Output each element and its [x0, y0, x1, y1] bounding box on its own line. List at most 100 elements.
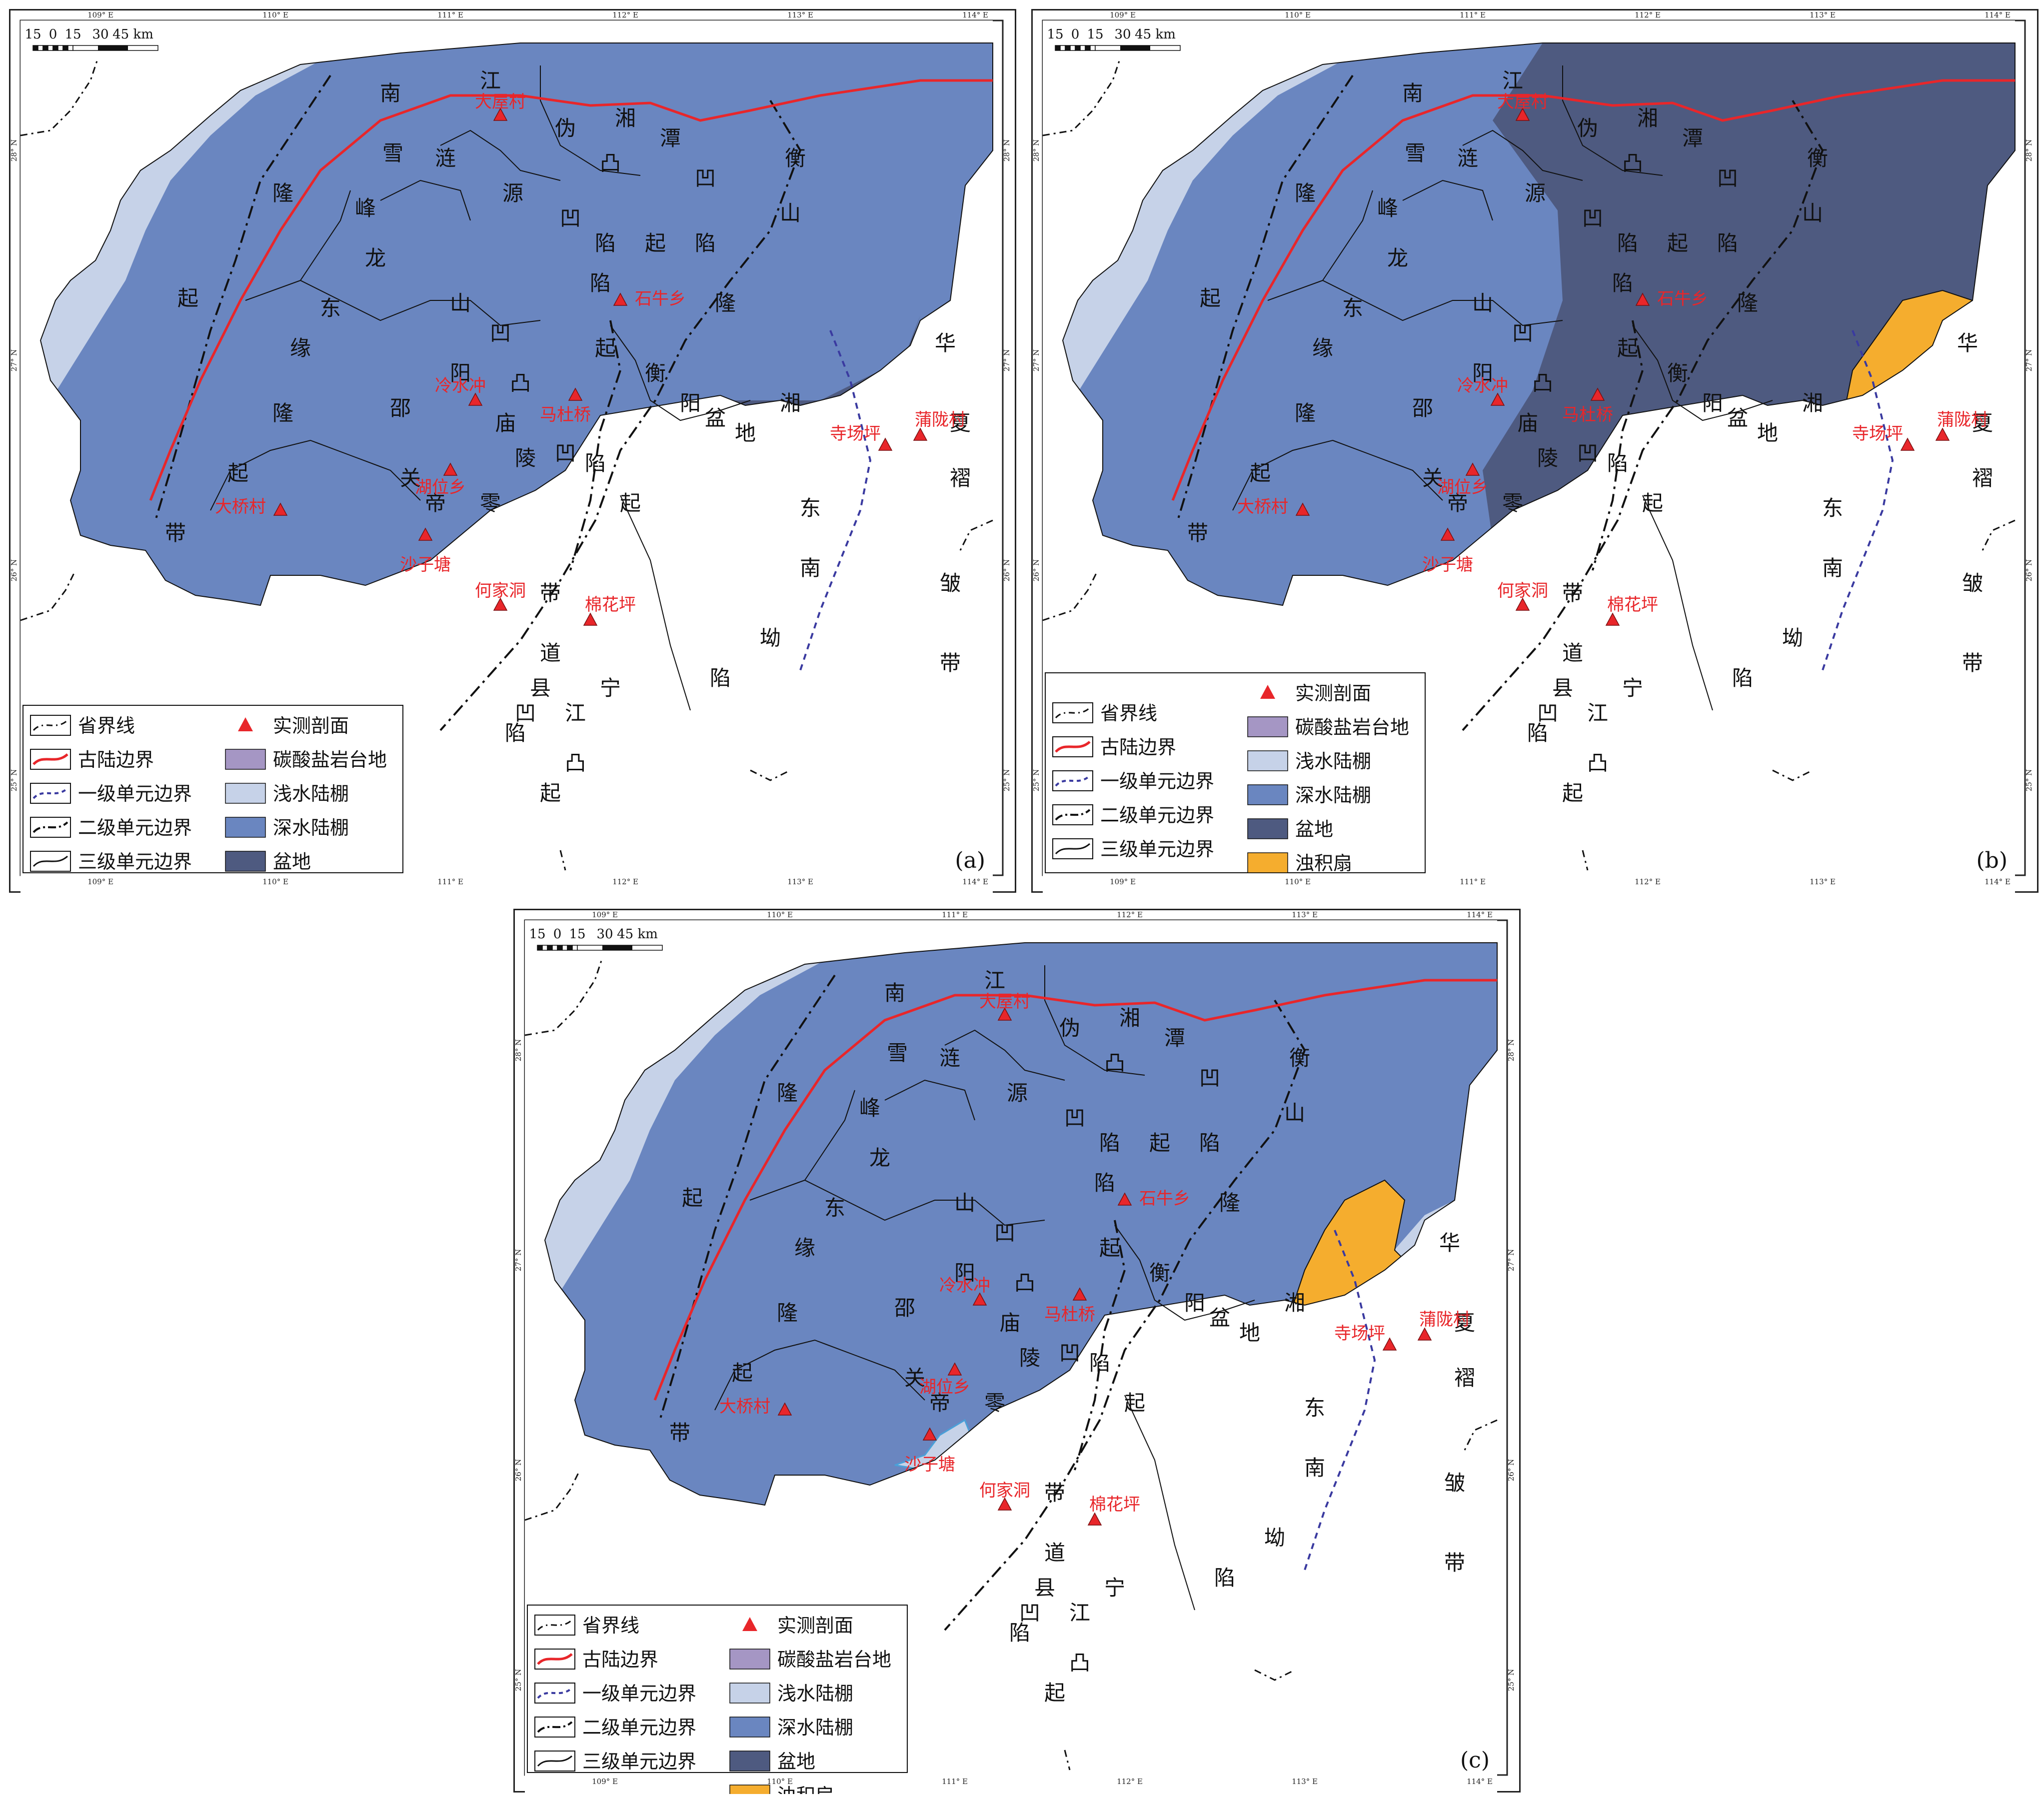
legend-swatch-turbidite_fan — [1247, 852, 1288, 873]
legend-line-paleocontinent_boundary — [1055, 741, 1091, 753]
third-order-boundary-2 — [1322, 190, 1373, 281]
region-label: 凹 — [1064, 1106, 1085, 1130]
longitude-tick-top: 112° E — [1117, 910, 1143, 919]
measured-section-marker — [1440, 527, 1455, 541]
region-label: 隆 — [272, 181, 293, 205]
region-label: 伪 — [555, 116, 576, 140]
legend-swatch-turbidite_fan — [729, 1785, 770, 1794]
latitude-tick-right: 27° N — [2025, 349, 2034, 371]
third-order-boundary-8 — [1642, 495, 1713, 711]
region-label: 皱 — [1444, 1471, 1465, 1495]
latitude-tick-left: 25° N — [1033, 769, 1041, 791]
provincial-boundary-5 — [1254, 1669, 1295, 1681]
scale-bar-segment — [1075, 45, 1081, 51]
region-label: 起 — [1099, 1236, 1120, 1260]
region-label: 起 — [227, 461, 248, 485]
deep-shelf-area — [40, 43, 993, 605]
measured-section-marker — [1072, 1287, 1087, 1301]
legend-box — [1045, 672, 1426, 873]
site-label: 冷水冲 — [939, 1276, 990, 1296]
legend-line-paleocontinent_boundary — [537, 1653, 573, 1665]
site-label: 蒲陇村 — [915, 410, 966, 430]
legend-label: 浅水陆棚 — [273, 783, 349, 805]
region-label: 山 — [780, 201, 801, 225]
region-label: 陵 — [1019, 1346, 1040, 1370]
region-label: 华 — [935, 331, 956, 355]
region-label: 凹 — [1537, 701, 1558, 725]
region-label: 夏 — [1972, 411, 1993, 435]
third-order-boundary-1 — [749, 1179, 1045, 1226]
legend-line-second_order_boundary — [537, 1721, 573, 1733]
region-label: 衡 — [645, 361, 666, 385]
region-label: 帝 — [929, 1391, 950, 1415]
scale-bar-segment — [1090, 45, 1096, 51]
region-label: 南 — [380, 81, 401, 105]
region-label: 带 — [1962, 651, 1983, 675]
measured-section-marker — [922, 1427, 937, 1441]
region-label: 隆 — [1737, 291, 1758, 315]
scale-bar-tick: 15 — [1047, 27, 1063, 42]
measured-section-marker — [568, 387, 583, 401]
region-label: 山 — [1284, 1101, 1305, 1125]
second-order-boundary-1 — [659, 974, 836, 1421]
second-order-boundary-1 — [154, 74, 331, 521]
latitude-tick-left: 28° N — [10, 139, 18, 161]
measured-section-marker — [947, 1362, 962, 1376]
legend-swatch-carbonate_platform — [225, 749, 266, 770]
site-label: 湖位乡 — [1437, 477, 1488, 497]
legend-label: 盆地 — [777, 1751, 815, 1773]
region-label: 湘 — [1284, 1291, 1305, 1315]
region-label: 起 — [1200, 286, 1221, 310]
region-label: 源 — [1007, 1081, 1028, 1105]
region-label: 山 — [1802, 201, 1823, 225]
longitude-tick-bottom: 110° E — [767, 1777, 793, 1786]
legend-swatch-carbonate_platform — [729, 1649, 770, 1670]
legend-label: 三级单元边界 — [78, 851, 192, 873]
region-label: 隆 — [777, 1301, 798, 1325]
deep-shelf-area — [545, 943, 1497, 1505]
region-label: 起 — [1124, 1391, 1145, 1415]
region-label: 庙 — [1517, 411, 1538, 435]
site-label: 寺场坪 — [830, 424, 881, 444]
legend-line-first_order_boundary — [537, 1687, 573, 1699]
paleocontinent-boundary — [1171, 79, 2015, 501]
scale-bar-segment — [537, 945, 543, 951]
second-order-boundary-1 — [1177, 74, 1354, 521]
region-label: 峰 — [859, 1096, 880, 1120]
longitude-tick-top: 110° E — [767, 910, 793, 919]
region-label: 东 — [824, 1196, 845, 1220]
region-label: 缘 — [794, 1236, 815, 1260]
region-label: 凹 — [515, 701, 536, 725]
longitude-tick-bottom: 111° E — [1460, 877, 1486, 886]
region-label: 涟 — [939, 1046, 960, 1070]
longitude-tick-top: 114° E — [1467, 910, 1493, 919]
region-label: 县 — [530, 676, 551, 700]
region-label: 邵 — [1412, 396, 1433, 420]
provincial-boundary-4 — [1582, 850, 1589, 871]
legend-marker — [238, 717, 253, 731]
region-label: 庙 — [999, 1311, 1020, 1335]
longitude-tick-top: 110° E — [262, 10, 288, 19]
map-frame: 江南隆起雪峰龙东缘隆起带涟源山凹陷伪凸湘潭凹陷起衡山隆邵阳凹陷庙凸起关帝 零陵凹陷… — [10, 10, 1011, 894]
region-label: 隆 — [715, 291, 736, 315]
region-label: 带 — [1044, 1481, 1065, 1505]
region-label: 衡 — [1667, 361, 1688, 385]
measured-section-marker — [468, 392, 483, 406]
region-label: 湘 — [1802, 391, 1823, 415]
region-label: 凸 — [1532, 371, 1553, 395]
legend-label: 省界线 — [78, 715, 135, 737]
longitude-tick-bottom: 110° E — [1285, 877, 1311, 886]
measured-section-marker — [997, 1007, 1012, 1021]
legend-label: 实测剖面 — [777, 1615, 853, 1637]
region-label: 隆 — [777, 1081, 798, 1105]
legend-label: 省界线 — [1100, 702, 1157, 724]
second-order-boundary-2 — [944, 999, 1306, 1631]
region-label: 涟 — [1457, 146, 1478, 170]
region-label: 凹 — [490, 321, 511, 345]
scale-bar: 15 0 15 30 45 km — [529, 924, 677, 959]
region-label: 湘 — [1119, 1006, 1140, 1030]
legend-marker — [1260, 685, 1275, 699]
scale-bar-segment — [52, 45, 58, 51]
